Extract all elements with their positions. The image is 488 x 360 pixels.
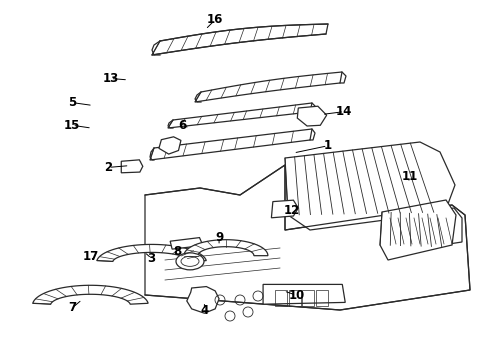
Polygon shape <box>186 287 219 313</box>
Text: 11: 11 <box>401 170 417 183</box>
Polygon shape <box>389 208 461 252</box>
Text: 3: 3 <box>147 252 155 265</box>
Text: 2: 2 <box>104 161 112 174</box>
Text: 1: 1 <box>323 139 331 152</box>
Bar <box>288 290 300 306</box>
Text: 7: 7 <box>68 301 76 314</box>
Ellipse shape <box>176 253 203 270</box>
Polygon shape <box>152 24 327 55</box>
Text: 13: 13 <box>102 72 119 85</box>
Polygon shape <box>159 137 181 154</box>
Polygon shape <box>195 72 341 102</box>
Polygon shape <box>145 165 469 310</box>
Polygon shape <box>379 200 455 260</box>
Text: 4: 4 <box>200 304 208 317</box>
Text: 17: 17 <box>82 250 99 263</box>
Polygon shape <box>170 238 203 249</box>
Text: 16: 16 <box>206 13 223 26</box>
Text: 5: 5 <box>68 96 76 109</box>
Polygon shape <box>168 103 311 128</box>
Text: 10: 10 <box>287 289 304 302</box>
Polygon shape <box>150 129 311 160</box>
Polygon shape <box>97 244 206 261</box>
Bar <box>315 290 327 306</box>
Text: 15: 15 <box>64 119 81 132</box>
Text: 8: 8 <box>173 246 181 258</box>
Polygon shape <box>183 240 267 256</box>
Bar <box>274 290 286 306</box>
Polygon shape <box>297 106 326 126</box>
Text: 9: 9 <box>215 231 223 244</box>
Polygon shape <box>33 285 148 304</box>
Text: 14: 14 <box>335 105 352 118</box>
Text: 6: 6 <box>178 119 185 132</box>
Polygon shape <box>271 200 298 218</box>
Text: 12: 12 <box>283 204 299 217</box>
Bar <box>302 290 314 306</box>
Polygon shape <box>285 142 454 230</box>
Polygon shape <box>121 160 142 173</box>
Polygon shape <box>263 284 345 304</box>
